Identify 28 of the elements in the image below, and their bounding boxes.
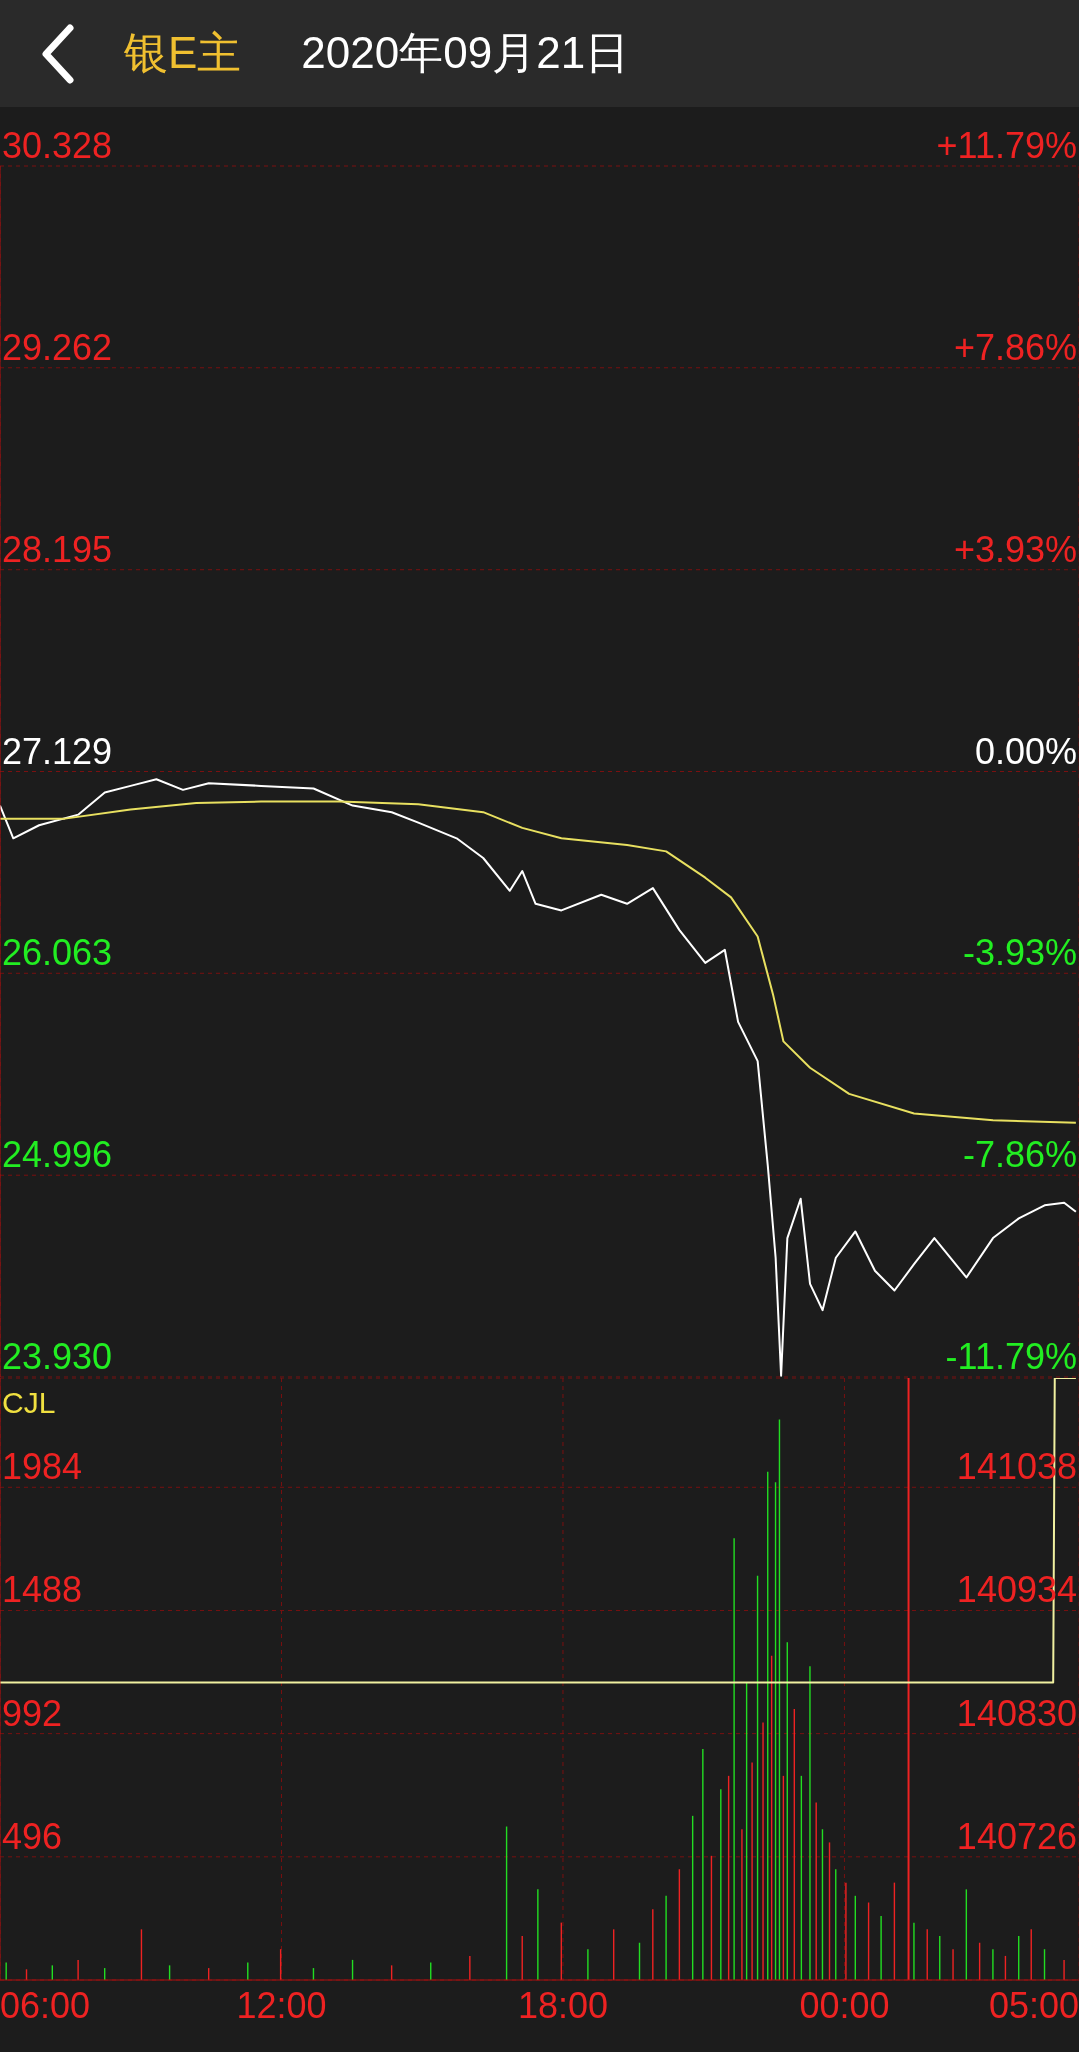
x-tick-label: 00:00 (799, 1985, 890, 2026)
y2-tick-label: 0.00% (974, 730, 1077, 772)
x-tick-label: 18:00 (517, 1985, 608, 2026)
y-tick-label: 24.996 (2, 1134, 113, 1176)
y-axis-title: CJL (2, 1386, 56, 1420)
chart-subtitle: 2020年09月21日 (301, 27, 630, 79)
x-tick-label: 12:00 (236, 1985, 327, 2026)
y2-tick-label: 140830 (956, 1692, 1077, 1734)
y2-tick-label: 140726 (956, 1815, 1077, 1857)
y-tick-label: 1488 (2, 1569, 83, 1611)
y-tick-label: 496 (2, 1815, 63, 1857)
y-tick-label: 26.063 (2, 932, 113, 974)
y-tick-label: 992 (2, 1692, 63, 1734)
y-tick-label: 1984 (2, 1446, 83, 1488)
y-tick-label: 28.195 (2, 528, 113, 570)
y-tick-label: 27.129 (2, 730, 113, 772)
y2-tick-label: +11.79% (936, 125, 1077, 166)
y2-tick-label: +7.86% (953, 326, 1077, 368)
y2-tick-label: -11.79% (945, 1336, 1077, 1377)
x-tick-label: 05:00 (988, 1985, 1079, 2026)
y2-tick-label: -7.86% (962, 1134, 1077, 1176)
x-tick-label: 06:00 (0, 1985, 91, 2026)
y2-tick-label: -3.93% (962, 932, 1077, 974)
y-tick-label: 30.328 (2, 125, 113, 166)
y2-tick-label: +3.93% (953, 528, 1077, 570)
y-tick-label: 23.930 (2, 1336, 113, 1377)
chart-title: 银E主 (124, 27, 242, 79)
y-tick-label: 29.262 (2, 326, 113, 368)
